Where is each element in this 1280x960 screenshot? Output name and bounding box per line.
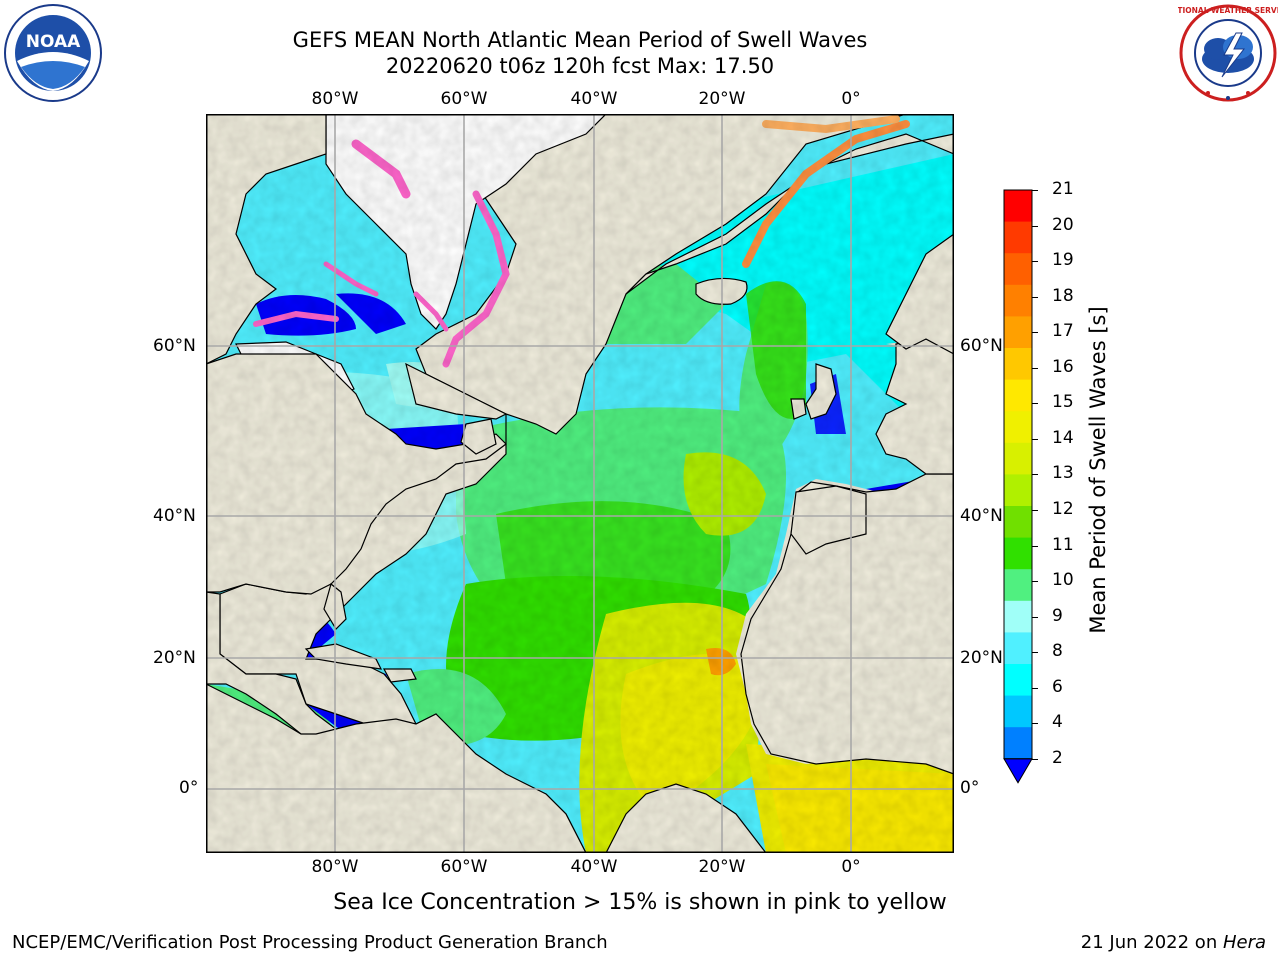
map-panel — [206, 114, 954, 853]
colorbar-tick-label: 18 — [1052, 285, 1074, 306]
lat-label-right-40n: 40°N — [960, 506, 1003, 526]
colorbar-tick-mark — [1032, 474, 1038, 476]
colorbar-band — [1004, 695, 1032, 728]
colorbar-tick-label: 4 — [1052, 712, 1063, 733]
colorbar-band — [1004, 348, 1032, 381]
map-border — [206, 114, 954, 853]
colorbar-band — [1004, 316, 1032, 349]
lon-label-top-0: 0° — [841, 89, 861, 109]
colorbar-tick-label: 12 — [1052, 498, 1074, 519]
lon-label-bottom-80w: 80°W — [311, 857, 359, 877]
colorbar-tick-mark — [1032, 616, 1038, 618]
map-subtitle: 20220620 t06z 120h fcst Max: 17.50 — [385, 54, 775, 78]
colorbar-band — [1004, 284, 1032, 317]
colorbar-tick-label: 15 — [1052, 392, 1074, 413]
colorbar-tick-mark — [1032, 758, 1038, 760]
colorbar-tick-mark — [1032, 225, 1038, 227]
footer-host: Hera — [1222, 932, 1266, 953]
colorbar-tick-mark — [1032, 723, 1038, 725]
lat-label-right-60n: 60°N — [960, 336, 1003, 356]
colorbar-band — [1004, 632, 1032, 665]
colorbar-tick-label: 8 — [1052, 641, 1063, 662]
colorbar-tick-mark — [1032, 509, 1038, 511]
lat-label-left-40n: 40°N — [153, 506, 196, 526]
lon-label-top-80w: 80°W — [311, 89, 359, 109]
colorbar-tick-mark — [1032, 190, 1038, 191]
colorbar-tick-label: 11 — [1052, 534, 1074, 555]
colorbar-tick-label: 19 — [1052, 250, 1074, 271]
colorbar-tick-mark — [1032, 261, 1038, 263]
colorbar-tick-label: 13 — [1052, 463, 1074, 484]
lon-label-bottom-0: 0° — [841, 857, 861, 877]
footer-date: 21 Jun 2022 on Hera — [1081, 932, 1266, 953]
colorbar-band — [1004, 442, 1032, 475]
lon-label-bottom-20w: 20°W — [698, 857, 746, 877]
colorbar-tick-mark — [1032, 581, 1038, 583]
colorbar-tick-label: 10 — [1052, 570, 1074, 591]
graticule — [206, 114, 954, 853]
colorbar-band — [1004, 537, 1032, 570]
colorbar-tick-mark — [1032, 367, 1038, 369]
colorbar-band — [1004, 727, 1032, 760]
colorbar-tick-label: 6 — [1052, 676, 1063, 697]
colorbar-band — [1004, 253, 1032, 286]
footer-branch: NCEP/EMC/Verification Post Processing Pr… — [12, 932, 608, 953]
colorbar-title: Mean Period of Swell Waves [s] — [1086, 306, 1110, 634]
colorbar-tick-label: 9 — [1052, 605, 1063, 626]
sea-ice-caption: Sea Ice Concentration > 15% is shown in … — [333, 890, 947, 915]
colorbar-band — [1004, 600, 1032, 633]
noaa-logo-text: NOAA — [26, 32, 81, 52]
colorbar-band — [1004, 664, 1032, 697]
nws-logo-text: NATIONAL WEATHER SERVICE — [1178, 6, 1278, 15]
lat-label-left-20n: 20°N — [153, 648, 196, 668]
colorbar-band — [1004, 506, 1032, 539]
colorbar — [1003, 189, 1033, 784]
colorbar-tick-mark — [1032, 687, 1038, 689]
footer-date-text: 21 Jun 2022 on — [1080, 932, 1223, 953]
nws-logo: NATIONAL WEATHER SERVICE — [1178, 4, 1278, 102]
colorbar-tick-label: 16 — [1052, 356, 1074, 377]
colorbar-extend-triangle — [1003, 758, 1033, 784]
map-title: GEFS MEAN North Atlantic Mean Period of … — [292, 28, 868, 52]
colorbar-band — [1004, 569, 1032, 602]
colorbar-tick-label: 2 — [1052, 747, 1063, 768]
lon-label-bottom-40w: 40°W — [570, 857, 618, 877]
colorbar-band — [1004, 379, 1032, 412]
colorbar-tick-mark — [1032, 296, 1038, 298]
colorbar-tick-mark — [1032, 652, 1038, 654]
lon-label-top-60w: 60°W — [440, 89, 488, 109]
colorbar-tick-mark — [1032, 332, 1038, 334]
lon-label-bottom-60w: 60°W — [440, 857, 488, 877]
colorbar-band — [1004, 474, 1032, 507]
noaa-logo: NOAA — [4, 4, 102, 102]
colorbar-tick-mark — [1032, 403, 1038, 405]
lat-label-left-0: 0° — [179, 778, 199, 798]
lat-label-right-0: 0° — [960, 778, 980, 798]
lon-label-top-40w: 40°W — [570, 89, 618, 109]
colorbar-band — [1004, 221, 1032, 254]
lon-label-top-20w: 20°W — [698, 89, 746, 109]
colorbar-band — [1004, 190, 1032, 223]
colorbar-tick-label: 17 — [1052, 321, 1074, 342]
colorbar-tick-label: 14 — [1052, 427, 1074, 448]
lat-label-left-60n: 60°N — [153, 336, 196, 356]
colorbar-tick-label: 20 — [1052, 214, 1074, 235]
colorbar-tick-mark — [1032, 545, 1038, 547]
colorbar-tick-label: 21 — [1052, 179, 1074, 199]
colorbar-band — [1004, 411, 1032, 444]
lat-label-right-20n: 20°N — [960, 648, 1003, 668]
colorbar-tick-mark — [1032, 438, 1038, 440]
